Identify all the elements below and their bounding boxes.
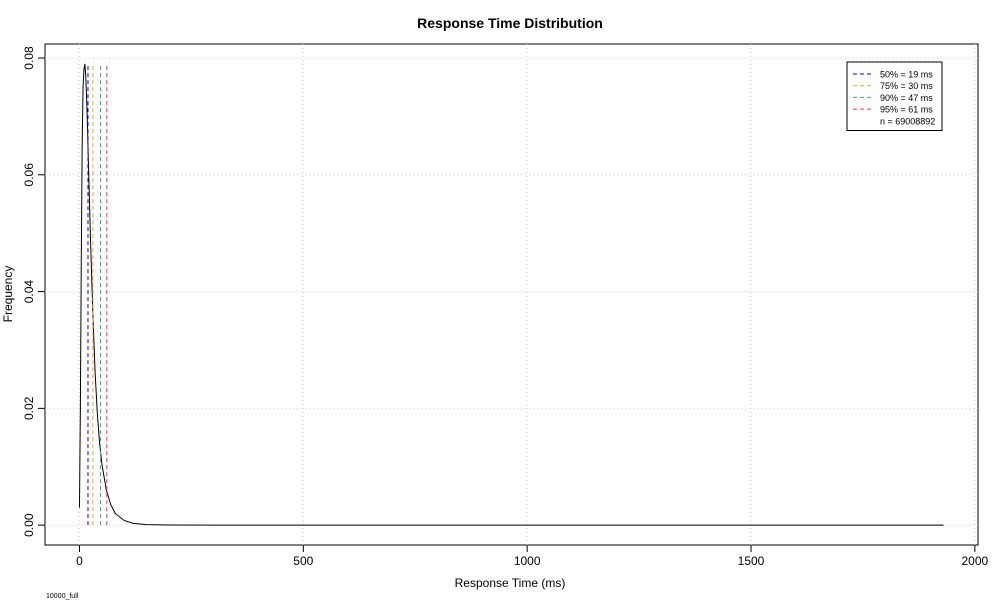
y-axis-label: Frequency	[1, 266, 15, 323]
y-tick-label: 0.00	[22, 513, 36, 537]
footnote: 10000_full	[46, 593, 79, 600]
legend-label: 90% = 47 ms	[880, 93, 933, 103]
y-tick-label: 0.06	[22, 163, 36, 187]
x-tick-label: 500	[293, 554, 313, 568]
x-tick-label: 1000	[514, 554, 541, 568]
y-tick-label: 0.08	[22, 46, 36, 70]
x-tick-label: 2000	[962, 554, 989, 568]
legend-label: 95% = 61 ms	[880, 105, 933, 115]
x-tick-label: 1500	[738, 554, 765, 568]
y-tick-label: 0.04	[22, 280, 36, 304]
legend-label: 50% = 19 ms	[880, 70, 933, 80]
x-axis-label: Response Time (ms)	[455, 576, 566, 590]
legend-box	[846, 61, 943, 131]
y-tick-label: 0.02	[22, 396, 36, 420]
legend-label: 75% = 30 ms	[880, 81, 933, 91]
x-tick-label: 0	[76, 554, 83, 568]
legend-note: n = 69008892	[880, 116, 935, 126]
chart-title: Response Time Distribution	[417, 15, 603, 31]
density-line	[78, 63, 944, 526]
plot-frame	[44, 43, 979, 546]
